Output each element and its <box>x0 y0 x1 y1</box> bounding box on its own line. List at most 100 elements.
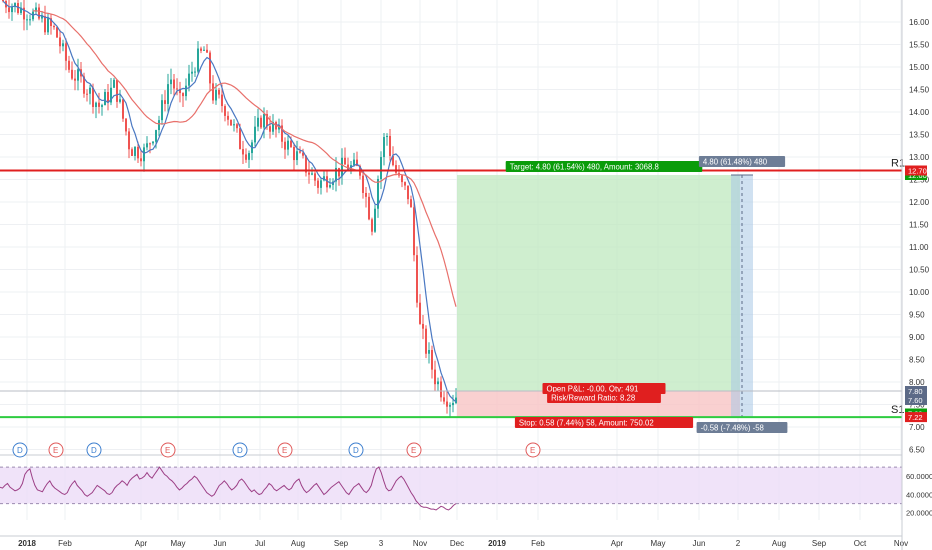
candle-body <box>338 167 340 177</box>
stop-label-box <box>514 417 694 428</box>
dividend-marker[interactable] <box>86 442 102 458</box>
time-tick-label: 2 <box>736 539 741 548</box>
candle-body <box>428 349 430 354</box>
candle-body <box>182 93 184 97</box>
candle-body <box>197 48 199 72</box>
candle-body <box>443 397 445 402</box>
price-tag-box <box>905 386 927 396</box>
candle-body <box>380 157 382 180</box>
candle-body <box>236 124 238 129</box>
candle-body <box>128 131 130 150</box>
target-zone[interactable] <box>457 175 740 391</box>
price-tick-label: 13.50 <box>909 131 930 140</box>
candle-body <box>296 151 298 161</box>
candle-body <box>134 146 136 156</box>
candle-body <box>20 7 22 13</box>
candle-body <box>131 149 133 156</box>
rsi-pane <box>0 466 902 511</box>
candle-body <box>203 49 205 51</box>
time-tick-label: Sep <box>812 539 827 548</box>
price-tick-label: 10.50 <box>909 266 930 275</box>
price-tick-label: 13.00 <box>909 153 930 162</box>
candle-body <box>233 124 235 126</box>
candle-body <box>371 219 373 232</box>
candle-body <box>308 172 310 175</box>
time-tick-label: 3 <box>379 539 384 548</box>
candle-body <box>86 93 88 95</box>
earnings-marker[interactable] <box>525 442 541 458</box>
measure-up-label: 4.80 (61.48%) 480 <box>703 158 768 167</box>
candle-body <box>122 99 124 119</box>
candle-body <box>242 149 244 155</box>
earnings-marker-letter: E <box>282 446 287 455</box>
earnings-marker[interactable] <box>406 442 422 458</box>
price-tick-label: 9.00 <box>909 333 925 342</box>
time-tick-label: May <box>650 539 665 548</box>
time-tick-label: May <box>170 539 185 548</box>
candle-body <box>404 182 406 186</box>
candle-body <box>245 154 247 160</box>
candle-body <box>143 147 145 162</box>
price-tick-label: 8.50 <box>909 356 925 365</box>
support-resistance-lines[interactable]: R1 S1 <box>0 158 905 419</box>
candle-body <box>377 179 379 209</box>
candle-body <box>365 192 367 197</box>
time-tick-label: Apr <box>135 539 148 548</box>
candle-body <box>95 102 97 107</box>
dividend-marker[interactable] <box>12 442 28 458</box>
ma-slow-line <box>32 10 457 307</box>
rr-label-box <box>547 392 661 403</box>
candle-body <box>230 119 232 126</box>
candle-body <box>335 167 337 182</box>
candle-body <box>302 152 304 156</box>
candle-body <box>386 135 388 138</box>
candle-body <box>422 323 424 329</box>
price-axis[interactable]: 16.0015.5015.0014.5014.0013.5013.0012.50… <box>905 18 932 518</box>
candle-body <box>392 155 394 166</box>
candle-body <box>47 18 49 33</box>
price-tick-label: 7.00 <box>909 423 925 432</box>
candle-body <box>257 117 259 127</box>
candle-body <box>116 79 118 102</box>
rsi-tick-label: 20.0000 <box>906 509 932 518</box>
candle-body <box>239 128 241 150</box>
candle-body <box>206 49 208 53</box>
candle-body <box>290 140 292 147</box>
candle-body <box>449 405 451 407</box>
candle-body <box>137 146 139 159</box>
candle-body <box>413 207 415 256</box>
earnings-marker[interactable] <box>160 442 176 458</box>
dividend-marker[interactable] <box>348 442 364 458</box>
rsi-tick-label: 60.0000 <box>906 472 932 481</box>
earnings-marker[interactable] <box>277 442 293 458</box>
dividend-marker[interactable] <box>232 442 248 458</box>
candle-body <box>329 185 331 188</box>
candle-body <box>140 158 142 162</box>
position-zone[interactable] <box>457 174 753 418</box>
level-tag-box <box>905 165 927 176</box>
rsi-line <box>0 466 457 511</box>
candle-body <box>425 328 427 354</box>
candle-body <box>173 79 175 89</box>
earnings-marker[interactable] <box>48 442 64 458</box>
earnings-marker-letter: E <box>165 446 170 455</box>
time-axis[interactable]: 2018 Feb Apr May Jun Jul Aug Sep 3 Nov Dec 2019 Feb A… <box>0 0 908 550</box>
candle-body <box>68 60 70 70</box>
candle-body <box>446 401 448 407</box>
candle-body <box>89 87 91 94</box>
candle-body <box>194 71 196 73</box>
time-tick-label: 2019 <box>488 539 506 548</box>
candle-body <box>179 89 181 94</box>
price-tick-label: 11.50 <box>909 221 929 230</box>
candle-body <box>26 19 28 21</box>
candle-body <box>53 26 55 28</box>
candle-body <box>104 91 106 106</box>
candle-body <box>221 94 223 107</box>
candle-body <box>278 125 280 130</box>
level-label-r1: R1 <box>891 158 905 170</box>
candle-body <box>44 16 46 33</box>
candle-body <box>383 137 385 158</box>
price-tick-label: 6.50 <box>909 446 925 455</box>
